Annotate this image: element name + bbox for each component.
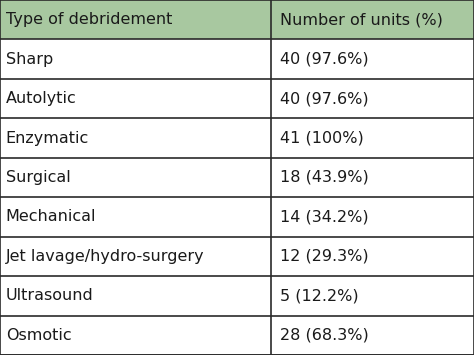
Text: 28 (68.3%): 28 (68.3%) — [280, 328, 368, 343]
Text: Mechanical: Mechanical — [6, 209, 96, 224]
Text: 18 (43.9%): 18 (43.9%) — [280, 170, 368, 185]
Bar — [0, 118, 474, 158]
Text: Jet lavage/hydro-surgery: Jet lavage/hydro-surgery — [6, 249, 204, 264]
Text: 41 (100%): 41 (100%) — [280, 131, 364, 146]
Text: 5 (12.2%): 5 (12.2%) — [280, 288, 358, 303]
Bar — [0, 276, 474, 316]
Bar — [0, 79, 474, 118]
Bar — [0, 316, 474, 355]
Bar — [0, 39, 474, 79]
Text: 12 (29.3%): 12 (29.3%) — [280, 249, 368, 264]
Text: Osmotic: Osmotic — [6, 328, 71, 343]
Bar — [0, 158, 474, 197]
Text: Surgical: Surgical — [6, 170, 71, 185]
Bar — [0, 197, 474, 237]
Text: Autolytic: Autolytic — [6, 91, 76, 106]
Text: 40 (97.6%): 40 (97.6%) — [280, 52, 368, 67]
Bar — [0, 237, 474, 276]
Text: 14 (34.2%): 14 (34.2%) — [280, 209, 368, 224]
Text: Sharp: Sharp — [6, 52, 53, 67]
Text: 40 (97.6%): 40 (97.6%) — [280, 91, 368, 106]
Bar — [0, 0, 474, 39]
Text: Ultrasound: Ultrasound — [6, 288, 93, 303]
Text: Type of debridement: Type of debridement — [6, 12, 172, 27]
Text: Enzymatic: Enzymatic — [6, 131, 89, 146]
Text: Number of units (%): Number of units (%) — [280, 12, 443, 27]
